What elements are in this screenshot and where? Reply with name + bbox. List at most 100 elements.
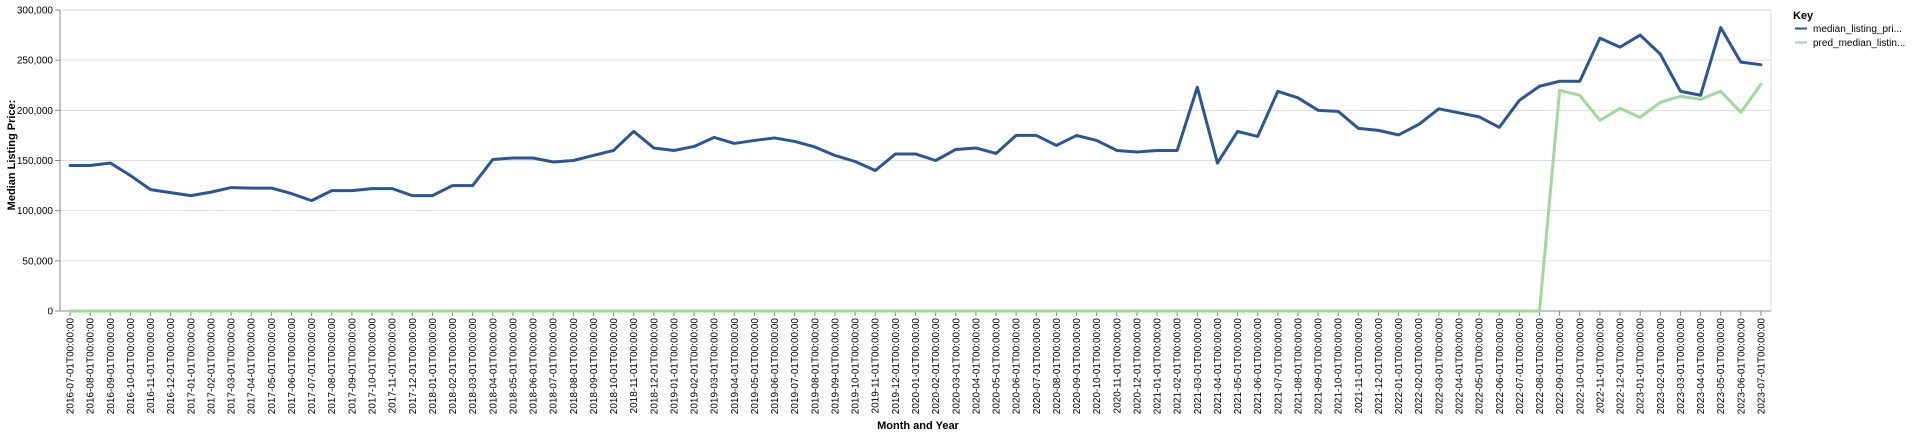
x-tick-label: 2017-02-01T00:00:00 (206, 318, 217, 415)
series-lines (68, 26, 1763, 313)
y-tick-label: 0 (47, 307, 53, 318)
x-tick-label: 2016-07-01T00:00:00 (66, 318, 77, 415)
x-tick-label: 2020-04-01T00:00:00 (971, 318, 982, 415)
x-tick-label: 2020-11-01T00:00:00 (1112, 318, 1123, 414)
x-tick-label: 2018-11-01T00:00:00 (629, 318, 640, 414)
x-tick-label: 2016-10-01T00:00:00 (126, 318, 137, 415)
y-axis: 0 50,000 100,000 150,000 200,000 250,000 300,0… (17, 6, 60, 318)
x-tick-label: 2017-07-01T00:00:00 (307, 318, 318, 415)
x-tick-label: 2017-03-01T00:00:00 (227, 318, 238, 415)
x-tick-label: 2017-06-01T00:00:00 (287, 318, 298, 415)
x-tick-label: 2021-09-01T00:00:00 (1314, 318, 1325, 415)
x-tick-label: 2017-08-01T00:00:00 (327, 318, 338, 415)
x-tick-label: 2022-04-01T00:00:00 (1454, 318, 1465, 415)
x-tick-label: 2022-06-01T00:00:00 (1495, 318, 1506, 415)
x-tick-label: 2020-12-01T00:00:00 (1132, 318, 1143, 415)
x-tick-label: 2022-10-01T00:00:00 (1575, 318, 1586, 415)
x-tick-label: 2021-07-01T00:00:00 (1273, 318, 1284, 415)
x-tick-label: 2019-12-01T00:00:00 (891, 318, 902, 415)
x-tick-label: 2023-01-01T00:00:00 (1636, 318, 1647, 415)
x-tick-label: 2020-10-01T00:00:00 (1092, 318, 1103, 415)
x-tick-label: 2023-06-01T00:00:00 (1736, 318, 1747, 415)
series-line-2 (68, 82, 1763, 313)
legend-label: pred_median_listin... (1813, 38, 1905, 49)
x-tick-label: 2020-07-01T00:00:00 (1032, 318, 1043, 415)
x-tick-label: 2021-10-01T00:00:00 (1334, 318, 1345, 415)
x-tick-label: 2017-12-01T00:00:00 (408, 318, 419, 415)
x-tick-label: 2017-11-01T00:00:00 (388, 318, 399, 414)
x-tick-label: 2020-08-01T00:00:00 (1052, 318, 1063, 415)
x-tick-label: 2018-09-01T00:00:00 (589, 318, 600, 415)
x-axis: 2016-07-01T00:00:00 2016-08-01T00:00:00 20… (66, 311, 1767, 415)
x-tick-label: 2021-08-01T00:00:00 (1293, 318, 1304, 415)
x-tick-label: 2017-04-01T00:00:00 (247, 318, 258, 415)
x-tick-label: 2021-05-01T00:00:00 (1233, 318, 1244, 415)
x-tick-label: 2019-06-01T00:00:00 (770, 318, 781, 415)
x-tick-label: 2023-03-01T00:00:00 (1676, 318, 1687, 415)
x-tick-label: 2018-04-01T00:00:00 (488, 318, 499, 415)
x-tick-label: 2021-03-01T00:00:00 (1193, 318, 1204, 415)
x-tick-label: 2022-12-01T00:00:00 (1616, 318, 1627, 415)
x-tick-label: 2022-09-01T00:00:00 (1555, 318, 1566, 415)
x-tick-label: 2022-03-01T00:00:00 (1434, 318, 1445, 415)
x-tick-label: 2019-08-01T00:00:00 (810, 318, 821, 415)
x-tick-label: 2016-09-01T00:00:00 (106, 318, 117, 415)
x-tick-label: 2018-03-01T00:00:00 (468, 318, 479, 415)
x-tick-label: 2023-07-01T00:00:00 (1756, 318, 1767, 415)
x-tick-label: 2021-01-01T00:00:00 (1153, 318, 1164, 415)
x-tick-label: 2018-08-01T00:00:00 (569, 318, 580, 415)
x-tick-label: 2023-04-01T00:00:00 (1696, 318, 1707, 415)
x-tick-label: 2023-02-01T00:00:00 (1656, 318, 1667, 415)
x-tick-label: 2022-08-01T00:00:00 (1535, 318, 1546, 415)
x-tick-label: 2019-05-01T00:00:00 (750, 318, 761, 415)
x-tick-label: 2022-01-01T00:00:00 (1394, 318, 1405, 415)
x-tick-label: 2019-01-01T00:00:00 (669, 318, 680, 415)
y-tick-label: 100,000 (17, 206, 54, 217)
y-tick-label: 250,000 (17, 56, 54, 67)
y-tick-label: 300,000 (17, 6, 54, 17)
x-tick-label: 2021-06-01T00:00:00 (1253, 318, 1264, 415)
x-tick-label: 2019-02-01T00:00:00 (690, 318, 701, 415)
x-tick-label: 2020-01-01T00:00:00 (911, 318, 922, 415)
y-axis-title: Median Listing Price: (6, 100, 18, 211)
x-tick-label: 2019-11-01T00:00:00 (871, 318, 882, 414)
x-tick-label: 2020-03-01T00:00:00 (951, 318, 962, 415)
x-tick-label: 2017-05-01T00:00:00 (267, 318, 278, 415)
grid-lines (60, 9, 1771, 312)
x-tick-label: 2019-07-01T00:00:00 (790, 318, 801, 415)
y-tick-label: 150,000 (17, 156, 54, 167)
x-tick-label: 2018-01-01T00:00:00 (428, 318, 439, 415)
x-tick-label: 2016-08-01T00:00:00 (86, 318, 97, 415)
x-axis-title: Month and Year (877, 420, 959, 432)
x-tick-label: 2023-05-01T00:00:00 (1716, 318, 1727, 415)
x-tick-label: 2020-02-01T00:00:00 (931, 318, 942, 415)
y-tick-label: 50,000 (22, 256, 53, 267)
legend-label: median_listing_pri... (1813, 24, 1902, 35)
x-tick-label: 2022-11-01T00:00:00 (1595, 318, 1606, 414)
x-tick-label: 2021-02-01T00:00:00 (1173, 318, 1184, 415)
x-tick-label: 2020-09-01T00:00:00 (1072, 318, 1083, 415)
x-tick-label: 2016-12-01T00:00:00 (166, 318, 177, 415)
x-tick-label: 2018-12-01T00:00:00 (649, 318, 660, 415)
legend-items: median_listing_pri... pred_median_listin.… (1795, 24, 1905, 49)
x-tick-label: 2018-02-01T00:00:00 (448, 318, 459, 415)
x-tick-label: 2017-10-01T00:00:00 (368, 318, 379, 415)
x-tick-label: 2022-05-01T00:00:00 (1475, 318, 1486, 415)
series-line-1 (68, 26, 1763, 203)
x-tick-label: 2020-05-01T00:00:00 (992, 318, 1003, 415)
x-tick-label: 2018-10-01T00:00:00 (609, 318, 620, 415)
x-tick-label: 2017-09-01T00:00:00 (347, 318, 358, 415)
legend-title: Key (1793, 10, 1814, 22)
x-tick-label: 2019-04-01T00:00:00 (730, 318, 741, 415)
x-tick-label: 2020-06-01T00:00:00 (1012, 318, 1023, 415)
x-tick-label: 2016-11-01T00:00:00 (146, 318, 157, 414)
x-tick-label: 2018-07-01T00:00:00 (549, 318, 560, 415)
x-tick-label: 2022-07-01T00:00:00 (1515, 318, 1526, 415)
x-tick-label: 2018-05-01T00:00:00 (508, 318, 519, 415)
legend: Key median_listing_pri... pred_median_lis… (1793, 10, 1905, 49)
x-tick-label: 2021-04-01T00:00:00 (1213, 318, 1224, 415)
x-tick-label: 2021-12-01T00:00:00 (1374, 318, 1385, 415)
x-tick-label: 2019-10-01T00:00:00 (851, 318, 862, 415)
y-tick-label: 200,000 (17, 106, 54, 117)
